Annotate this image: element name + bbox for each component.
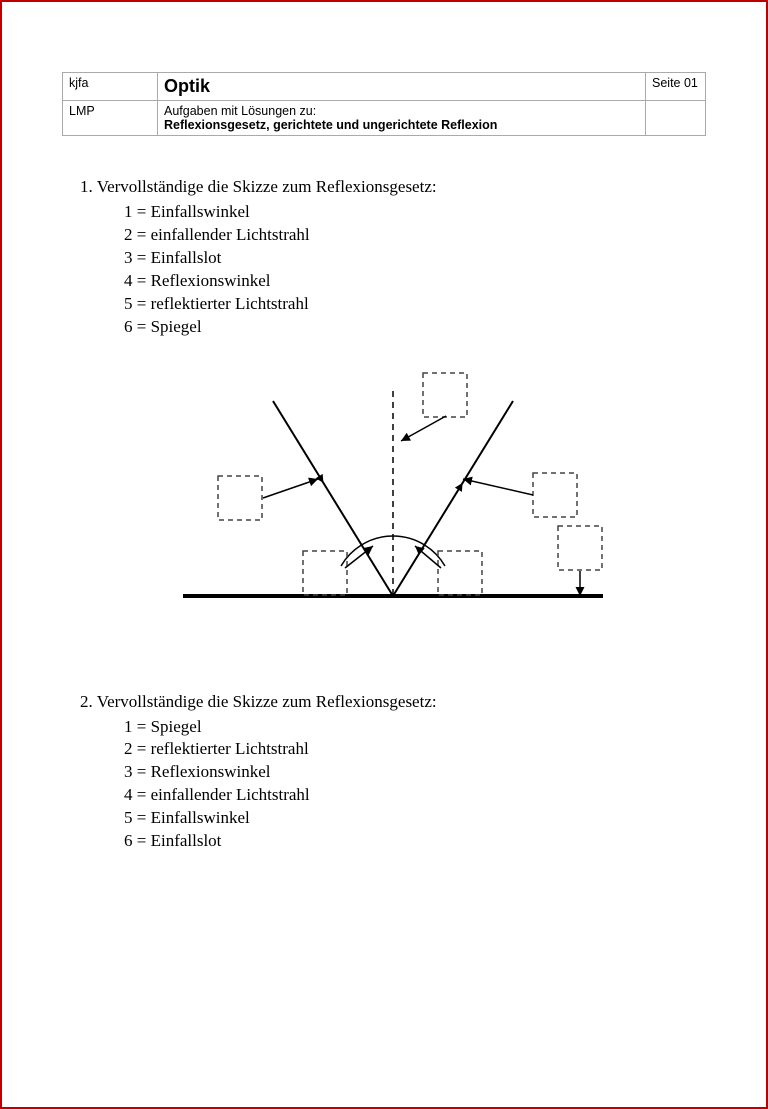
q2-item: 4 = einfallender Lichtstrahl — [124, 784, 706, 807]
q1-item: 3 = Einfallslot — [124, 247, 706, 270]
q1-item: 4 = Reflexionswinkel — [124, 270, 706, 293]
q1-item: 1 = Einfallswinkel — [124, 201, 706, 224]
q2-item: 1 = Spiegel — [124, 716, 706, 739]
header-subtitle: Aufgaben mit Lösungen zu: Reflexionsgese… — [158, 101, 646, 136]
diagram-svg — [163, 371, 623, 631]
diagram-container — [80, 371, 706, 631]
header-topleft: kjfa — [63, 73, 158, 101]
header-botright — [646, 101, 706, 136]
q1-list: 1 = Einfallswinkel 2 = einfallender Lich… — [80, 201, 706, 339]
header-topright: Seite 01 — [646, 73, 706, 101]
question-2: 2. Vervollständige die Skizze zum Reflex… — [80, 691, 706, 854]
q2-item: 3 = Reflexionswinkel — [124, 761, 706, 784]
q1-item: 5 = reflektierter Lichtstrahl — [124, 293, 706, 316]
q2-title: 2. Vervollständige die Skizze zum Reflex… — [80, 691, 706, 714]
q2-list: 1 = Spiegel 2 = reflektierter Lichtstrah… — [80, 716, 706, 854]
q1-title: 1. Vervollständige die Skizze zum Reflex… — [80, 176, 706, 199]
q2-item: 5 = Einfallswinkel — [124, 807, 706, 830]
header-subtitle-line1: Aufgaben mit Lösungen zu: — [164, 104, 316, 118]
worksheet-page: kjfa Optik Seite 01 LMP Aufgaben mit Lös… — [2, 2, 766, 893]
header-table: kjfa Optik Seite 01 LMP Aufgaben mit Lös… — [62, 72, 706, 136]
q1-item: 6 = Spiegel — [124, 316, 706, 339]
header-title: Optik — [158, 73, 646, 101]
reflection-diagram — [163, 371, 623, 631]
q2-item: 6 = Einfallslot — [124, 830, 706, 853]
content: 1. Vervollständige die Skizze zum Reflex… — [62, 176, 706, 853]
header-subtitle-line2: Reflexionsgesetz, gerichtete und ungeric… — [164, 118, 497, 132]
question-1: 1. Vervollständige die Skizze zum Reflex… — [80, 176, 706, 339]
header-botleft: LMP — [63, 101, 158, 136]
q2-item: 2 = reflektierter Lichtstrahl — [124, 738, 706, 761]
q1-item: 2 = einfallender Lichtstrahl — [124, 224, 706, 247]
